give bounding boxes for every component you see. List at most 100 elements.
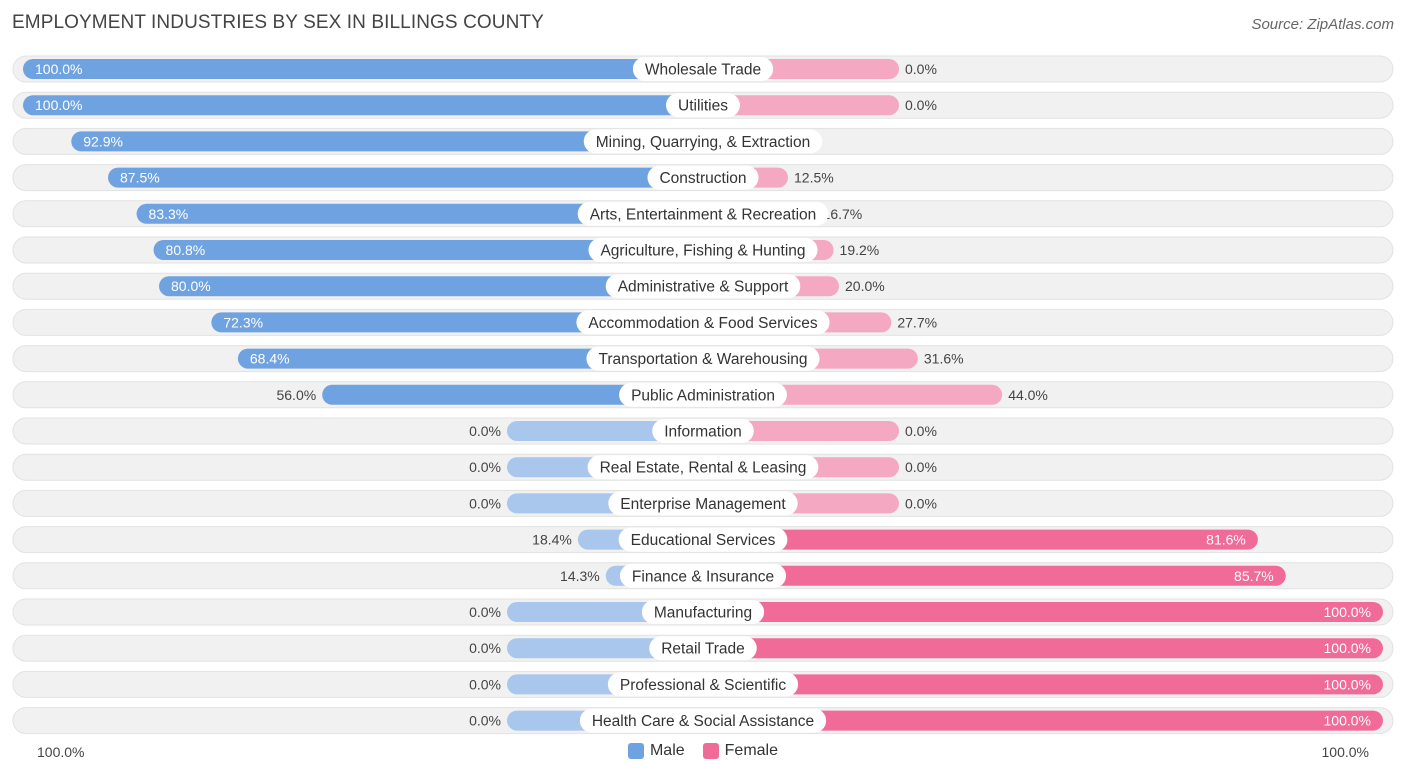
value-label-female: 19.2% bbox=[840, 242, 880, 258]
category-pill bbox=[618, 527, 788, 552]
bar-female bbox=[703, 674, 1383, 695]
value-label-female: 0.0% bbox=[905, 495, 937, 511]
category-label: Construction bbox=[659, 170, 746, 187]
category-label: Retail Trade bbox=[661, 641, 745, 658]
category-pill bbox=[641, 600, 765, 624]
bar-male bbox=[322, 384, 703, 405]
value-label-male: 0.0% bbox=[469, 713, 501, 729]
value-label-female: 0.0% bbox=[905, 61, 937, 77]
category-pill bbox=[583, 129, 823, 154]
value-label-male: 83.3% bbox=[149, 206, 189, 222]
category-pill bbox=[607, 672, 799, 697]
category-pill bbox=[619, 382, 787, 407]
category-label: Agriculture, Fishing & Hunting bbox=[600, 243, 805, 260]
category-pill bbox=[605, 274, 801, 299]
bar-male bbox=[136, 203, 703, 224]
value-label-female: 100.0% bbox=[1324, 640, 1371, 656]
bar-male bbox=[23, 59, 703, 79]
category-label: Real Estate, Rental & Leasing bbox=[600, 460, 807, 477]
category-label: Transportation & Warehousing bbox=[598, 351, 807, 368]
bar-female bbox=[703, 529, 1258, 550]
value-label-male: 92.9% bbox=[83, 133, 123, 149]
value-label-male: 100.0% bbox=[35, 61, 82, 77]
value-label-female: 27.7% bbox=[897, 314, 937, 330]
value-label-male: 0.0% bbox=[469, 423, 501, 439]
category-label: Information bbox=[664, 424, 742, 441]
bar-male bbox=[159, 276, 703, 297]
category-label: Finance & Insurance bbox=[632, 568, 774, 585]
value-label-male: 18.4% bbox=[532, 532, 572, 548]
axis-right-label: 100.0% bbox=[1321, 744, 1369, 760]
value-label-male: 80.0% bbox=[171, 278, 211, 294]
bar-male bbox=[23, 95, 703, 116]
value-label-female: 0.0% bbox=[905, 97, 937, 113]
category-pill bbox=[632, 57, 774, 81]
source-label: Source: ZipAtlas.com bbox=[1251, 16, 1394, 33]
category-label: Wholesale Trade bbox=[645, 62, 761, 79]
value-label-female: 0.0% bbox=[905, 459, 937, 475]
category-pill bbox=[576, 310, 830, 335]
value-label-male: 0.0% bbox=[469, 676, 501, 692]
bar-male bbox=[108, 167, 703, 188]
bar-female bbox=[703, 638, 1383, 659]
category-pill bbox=[652, 419, 754, 443]
bar-female bbox=[703, 710, 1383, 731]
category-label: Arts, Entertainment & Recreation bbox=[590, 206, 817, 223]
category-label: Professional & Scientific bbox=[620, 677, 787, 694]
value-label-female: 44.0% bbox=[1008, 387, 1048, 403]
legend-item-male: Male bbox=[627, 742, 685, 760]
category-label: Public Administration bbox=[631, 387, 775, 404]
value-label-male: 0.0% bbox=[469, 495, 501, 511]
category-pill bbox=[586, 346, 820, 371]
value-label-male: 56.0% bbox=[276, 387, 316, 403]
value-label-female: 12.5% bbox=[794, 170, 834, 186]
legend: Male Female bbox=[0, 742, 1406, 760]
category-pill bbox=[649, 636, 757, 661]
category-label: Health Care & Social Assistance bbox=[592, 713, 814, 730]
bar-female bbox=[703, 565, 1286, 586]
category-pill bbox=[666, 93, 740, 118]
value-label-female: 16.7% bbox=[823, 206, 863, 222]
value-label-male: 0.0% bbox=[469, 640, 501, 656]
bar-male bbox=[71, 131, 703, 152]
legend-swatch-female bbox=[702, 743, 719, 759]
value-label-female: 85.7% bbox=[1234, 568, 1274, 584]
value-label-male: 0.0% bbox=[469, 604, 501, 620]
legend-label-female: Female bbox=[724, 742, 779, 759]
bar-male bbox=[237, 348, 703, 369]
category-label: Educational Services bbox=[631, 532, 776, 549]
category-pill bbox=[619, 563, 787, 588]
value-label-female: 100.0% bbox=[1324, 713, 1371, 729]
category-label: Enterprise Management bbox=[620, 496, 786, 513]
legend-swatch-male bbox=[627, 743, 644, 759]
category-pill bbox=[579, 708, 827, 733]
value-label-male: 72.3% bbox=[223, 314, 263, 330]
value-label-male: 87.5% bbox=[120, 170, 160, 186]
value-label-female: 81.6% bbox=[1206, 532, 1246, 548]
category-label: Utilities bbox=[678, 98, 728, 115]
value-label-male: 80.8% bbox=[166, 242, 206, 258]
legend-item-female: Female bbox=[702, 742, 779, 760]
category-pill bbox=[608, 491, 798, 516]
value-label-male: 68.4% bbox=[250, 351, 290, 367]
chart-title: EMPLOYMENT INDUSTRIES BY SEX IN BILLINGS… bbox=[12, 12, 544, 33]
axis-left-label: 100.0% bbox=[37, 744, 85, 760]
value-label-male: 0.0% bbox=[469, 459, 501, 475]
value-label-male: 14.3% bbox=[560, 568, 600, 584]
value-label-female: 100.0% bbox=[1324, 676, 1371, 692]
bar-female bbox=[703, 95, 899, 116]
legend-label-male: Male bbox=[649, 742, 685, 759]
category-pill bbox=[577, 201, 829, 226]
category-label: Administrative & Support bbox=[618, 279, 789, 296]
chart-svg: 100.0% 0.0% Wholesale Trade 100.0% 0.0% Utili… bbox=[12, 55, 1394, 735]
value-label-female: 0.0% bbox=[905, 423, 937, 439]
category-pill bbox=[587, 455, 819, 480]
category-pill bbox=[647, 165, 759, 190]
category-label: Accommodation & Food Services bbox=[588, 315, 817, 332]
category-pill bbox=[588, 238, 818, 262]
category-label: Manufacturing bbox=[654, 605, 752, 622]
value-label-male: 100.0% bbox=[35, 97, 82, 113]
value-label-female: 31.6% bbox=[924, 351, 964, 367]
bar-female bbox=[703, 602, 1383, 622]
value-label-female: 100.0% bbox=[1324, 604, 1371, 620]
